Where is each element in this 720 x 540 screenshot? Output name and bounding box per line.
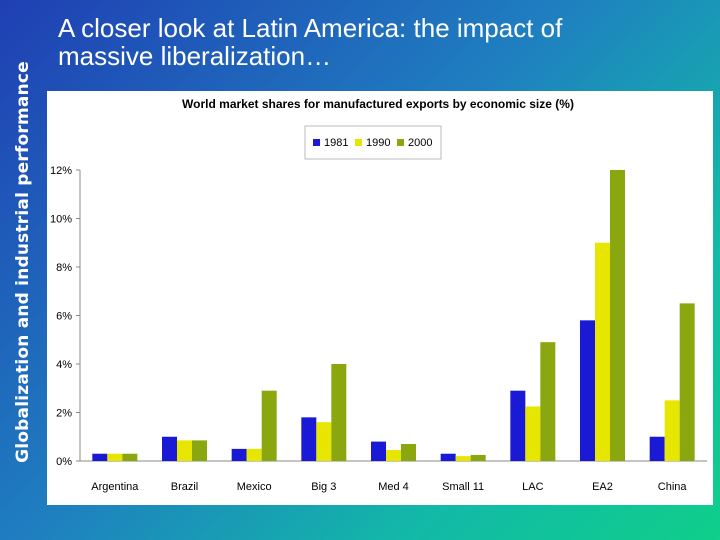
bar-1990-china <box>664 400 680 461</box>
y-tick-label: 4% <box>56 359 72 371</box>
bar-chart: World market shares for manufactured exp… <box>50 97 707 493</box>
bar-2000-ea2 <box>610 170 625 461</box>
legend-swatch <box>397 139 404 146</box>
slide-title: A closer look at Latin America: the impa… <box>58 14 698 70</box>
legend-label: 2000 <box>408 137 432 149</box>
bar-2000-mexico <box>261 390 277 461</box>
bar-1990-argentina <box>107 453 123 461</box>
bar-2000-big-3 <box>331 364 347 461</box>
chart-legend: 1981 1990 2000 <box>304 125 442 160</box>
bar-1990-lac <box>525 406 541 461</box>
x-tick-label: Mexico <box>237 481 272 493</box>
x-tick-label: Med 4 <box>378 481 409 493</box>
y-tick-label: 6% <box>56 311 72 323</box>
chart-title: World market shares for manufactured exp… <box>182 97 574 111</box>
bar-2000-brazil <box>192 440 207 461</box>
bar-1981-china <box>649 436 665 461</box>
x-tick-label: China <box>658 481 688 493</box>
bar-1981-ea2 <box>580 320 595 461</box>
bar-1981-small-11 <box>440 453 456 461</box>
legend-label: 1990 <box>366 137 390 149</box>
bar-2000-china <box>679 303 695 461</box>
y-tick-label: 2% <box>56 408 72 420</box>
bar-1981-argentina <box>92 453 108 461</box>
bar-1981-lac <box>510 390 526 461</box>
chart-card: World market shares for manufactured exp… <box>47 91 713 505</box>
bar-1990-brazil <box>177 440 192 461</box>
x-tick-label: LAC <box>522 481 543 493</box>
bar-2000-argentina <box>122 453 138 461</box>
x-tick-label: Small 11 <box>442 481 484 493</box>
bar-1990-ea2 <box>595 242 610 461</box>
x-tick-label: Brazil <box>171 481 199 493</box>
chart-bars <box>92 170 695 461</box>
legend-box <box>304 125 442 160</box>
y-tick-label: 8% <box>56 262 72 274</box>
bar-1990-big-3 <box>316 422 332 461</box>
bar-2000-lac <box>540 342 556 461</box>
bar-1990-small-11 <box>455 456 471 461</box>
slide-title-line-2: massive liberalization… <box>58 41 332 71</box>
side-title: Globalization and industrial performance <box>0 0 46 540</box>
bar-1990-med-4 <box>386 450 401 461</box>
side-title-text: Globalization and industrial performance <box>13 61 33 463</box>
slide-title-line-1: A closer look at Latin America: the impa… <box>58 13 563 43</box>
bar-1981-mexico <box>231 448 247 461</box>
legend-swatch <box>355 139 362 146</box>
bar-1981-brazil <box>162 436 177 461</box>
x-tick-label: Argentina <box>91 481 139 493</box>
y-tick-label: 0% <box>56 456 72 468</box>
bar-1990-mexico <box>246 448 262 461</box>
x-tick-label: Big 3 <box>311 481 336 493</box>
legend-label: 1981 <box>324 137 348 149</box>
legend-swatch <box>313 139 320 146</box>
bar-2000-small-11 <box>470 454 486 461</box>
bar-1981-med-4 <box>371 441 386 461</box>
y-tick-label: 10% <box>50 214 72 226</box>
bar-1981-big-3 <box>301 417 317 461</box>
bar-2000-med-4 <box>401 444 416 461</box>
y-tick-label: 12% <box>50 165 72 177</box>
x-tick-label: EA2 <box>592 481 613 493</box>
chart-labels: 0% 2% 4% 6% 8% 10% 12% Argentina Brazil Mexico Big… <box>50 165 687 493</box>
